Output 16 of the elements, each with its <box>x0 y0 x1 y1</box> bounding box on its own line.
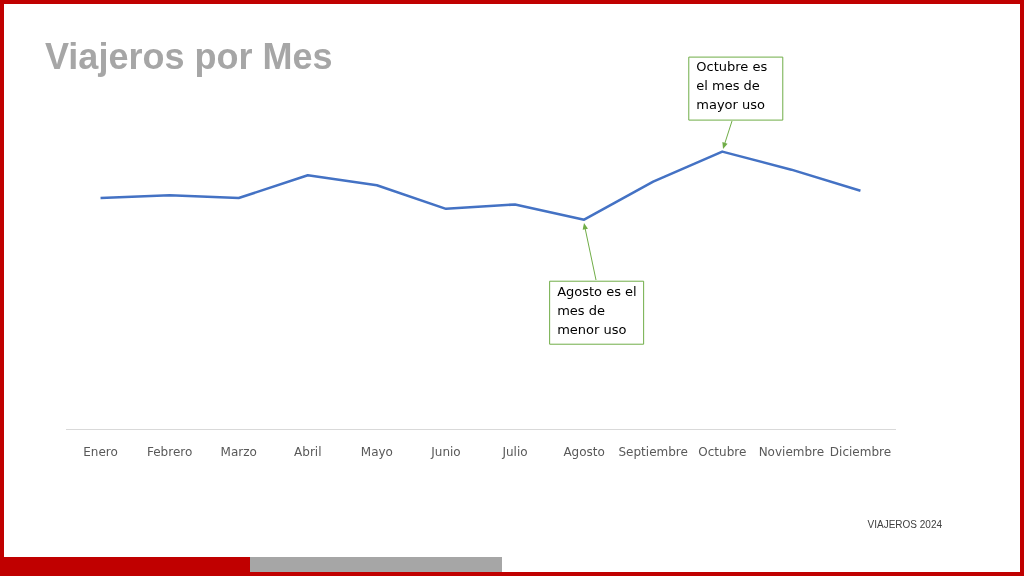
x-tick-label: Abril <box>294 444 322 459</box>
x-tick-label: Febrero <box>146 444 193 459</box>
x-tick-label: Septiembre <box>618 444 688 459</box>
x-tick-label: Agosto <box>563 444 605 459</box>
x-tick-label: Enero <box>83 444 118 459</box>
x-tick-label: Junio <box>430 444 461 459</box>
annotation: Agosto es el mes de menor uso <box>557 283 637 337</box>
x-tick-label: Octubre <box>698 444 747 459</box>
x-tick-label: Marzo <box>220 444 257 459</box>
text: VIAJEROS 2024 <box>867 519 942 530</box>
x-tick-label: Julio <box>501 444 528 459</box>
x-tick-label: Noviembre <box>758 444 825 459</box>
chart-title: Viajeros por Mes <box>45 36 333 78</box>
x-tick-label: Diciembre <box>829 444 892 459</box>
x-tick-label: Mayo <box>360 444 393 459</box>
annotation: Octubre es el mes de mayor uso <box>696 59 768 113</box>
